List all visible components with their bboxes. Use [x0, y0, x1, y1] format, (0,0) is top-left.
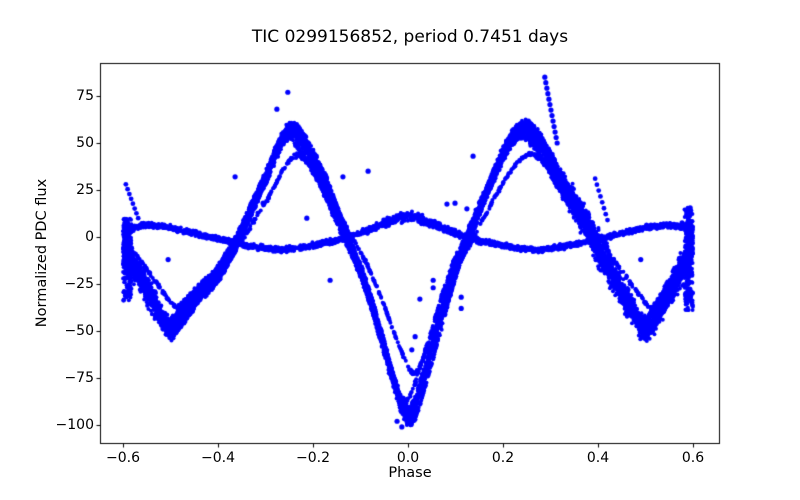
x-tick-label: 0.4	[586, 450, 610, 466]
x-tick-label: −0.2	[296, 450, 330, 466]
x-tick-label: 0.0	[396, 450, 420, 466]
plot-title: TIC 0299156852, period 0.7451 days	[251, 27, 569, 47]
y-tick-label: 75	[76, 88, 94, 104]
x-tick-label: 0.6	[681, 450, 705, 466]
x-tick-label: −0.6	[106, 450, 140, 466]
y-axis-label: Normalized PDC flux	[34, 178, 50, 328]
y-tick-label: −25	[64, 276, 94, 292]
y-tick-label: −100	[55, 417, 94, 433]
y-tick-label: 0	[85, 229, 94, 245]
y-tick-label: −50	[64, 323, 94, 339]
x-tick-label: 0.2	[491, 450, 515, 466]
x-tick-label: −0.4	[201, 450, 235, 466]
y-tick-label: 25	[76, 182, 94, 198]
x-axis-label: Phase	[388, 465, 432, 481]
y-tick-label: −75	[64, 370, 94, 386]
y-tick-label: 50	[76, 135, 94, 151]
